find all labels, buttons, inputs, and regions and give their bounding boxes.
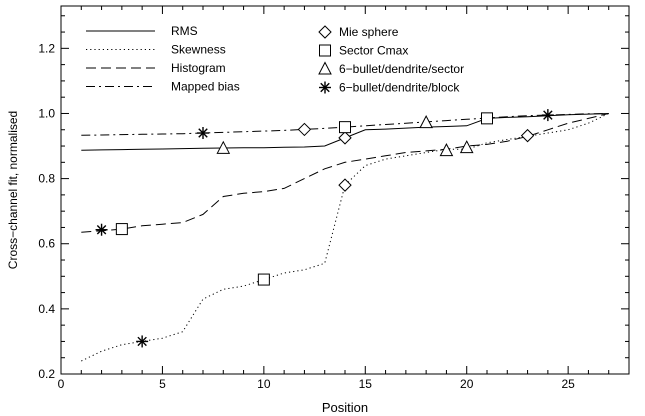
asterisk-marker-stroke (320, 82, 330, 93)
marker-triangle (439, 143, 454, 157)
y-tick-label: 0.4 (38, 302, 55, 316)
square-marker-shape (339, 121, 351, 134)
series-markers (95, 109, 554, 348)
legend-line-label: Skewness (171, 43, 226, 57)
asterisk-marker-stroke (198, 128, 208, 138)
legend-marker-sample (318, 25, 332, 39)
triangle-marker-shape (318, 61, 332, 75)
marker-asterisk (136, 335, 149, 348)
square-marker-shape (257, 273, 270, 286)
y-tick-label: 1.0 (38, 106, 55, 120)
triangle-marker-shape (459, 140, 474, 154)
marker-diamond (520, 128, 535, 143)
marker-diamond (338, 131, 352, 145)
x-axis-label: Position (322, 400, 368, 415)
series-line-histogram (81, 113, 609, 233)
triangle-marker-shape (439, 143, 454, 157)
marker-diamond (338, 178, 352, 192)
square-marker-shape (319, 44, 331, 57)
y-tick-label: 0.6 (38, 237, 55, 251)
triangle-marker-shape (419, 115, 433, 129)
marker-asterisk (541, 109, 554, 122)
x-axis: 0 5 10 15 20 25 (58, 6, 630, 391)
x-tick-label: 10 (257, 377, 271, 391)
legend-marker-label: Sector Cmax (339, 44, 408, 58)
asterisk-marker-stroke (543, 110, 553, 120)
y-axis-label: Cross−channel fit, normalised (6, 111, 20, 269)
legend-marker-sample (319, 81, 331, 94)
square-marker-shape (115, 223, 128, 236)
legend-line-label: Histogram (171, 61, 226, 75)
marker-asterisk (197, 127, 209, 140)
series-lines (81, 113, 609, 362)
legend-line-label: Mapped bias (171, 80, 240, 94)
marker-square (257, 273, 270, 286)
diamond-marker-shape (297, 122, 312, 137)
legend-line-label: RMS (171, 24, 198, 38)
series-line-mapped-bias (81, 113, 609, 136)
diamond-marker-shape (318, 25, 332, 39)
marker-diamond (297, 122, 312, 137)
marker-square (339, 121, 351, 134)
legend-marker-label: 6−bullet/dendrite/block (339, 81, 460, 95)
y-axis: 0.2 0.4 0.6 0.8 1.0 1.2 (38, 15, 629, 381)
legend-marker-sample (319, 44, 331, 57)
diamond-marker-shape (520, 128, 535, 143)
triangle-marker-shape (216, 140, 231, 154)
square-marker-shape (481, 112, 493, 125)
legend-marker-sample (318, 61, 332, 75)
x-tick-label: 15 (359, 377, 373, 391)
marker-triangle (216, 140, 231, 154)
line-legend: RMS Skewness Histogram Mapped bias (86, 24, 240, 94)
y-tick-label: 1.2 (38, 41, 55, 55)
series-line-skewness (81, 113, 609, 362)
diamond-marker-shape (338, 131, 352, 145)
x-tick-label: 5 (159, 377, 166, 391)
marker-square (481, 112, 493, 125)
x-tick-label: 0 (58, 377, 65, 391)
x-tick-label: 20 (460, 377, 474, 391)
y-tick-label: 0.2 (38, 367, 55, 381)
asterisk-marker-stroke (96, 224, 107, 235)
diamond-marker-shape (338, 178, 352, 192)
legend-marker-label: Mie sphere (339, 25, 399, 39)
y-tick-label: 0.8 (38, 172, 55, 186)
legend-marker-label: 6−bullet/dendrite/sector (339, 62, 464, 76)
asterisk-marker-stroke (137, 336, 147, 347)
marker-legend: Mie sphere Sector Cmax 6−bullet/dendrite/s… (318, 25, 464, 95)
marker-triangle (419, 115, 433, 129)
marker-asterisk (95, 223, 108, 236)
marker-square (115, 223, 128, 236)
x-tick-label: 25 (561, 377, 575, 391)
marker-triangle (459, 140, 474, 154)
